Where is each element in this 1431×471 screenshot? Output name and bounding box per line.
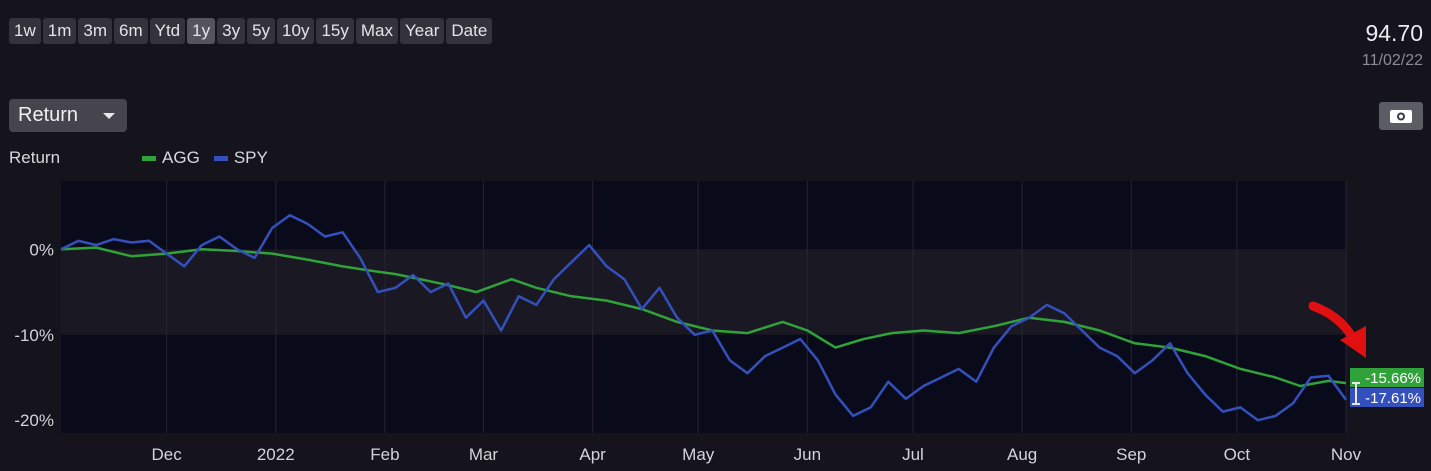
y-tick-label: -20% xyxy=(14,411,54,430)
range-button-15y[interactable]: 15y xyxy=(316,18,354,44)
x-tick-label: May xyxy=(682,445,715,464)
y-tick-label: 0% xyxy=(29,240,54,259)
x-tick-label: Mar xyxy=(469,445,499,464)
legend-swatch-agg xyxy=(142,155,157,161)
x-tick-label: 2022 xyxy=(257,445,295,464)
x-tick-label: Sep xyxy=(1116,445,1146,464)
range-button-1w[interactable]: 1w xyxy=(9,18,41,44)
last-value-badge-spy xyxy=(1350,388,1424,407)
metric-dropdown-label: Return xyxy=(18,104,79,126)
x-tick-label: Jun xyxy=(794,445,821,464)
camera-icon xyxy=(1390,110,1412,123)
y-axis-title: Return xyxy=(9,148,61,167)
x-tick-label: Dec xyxy=(151,445,182,464)
x-tick-label: Apr xyxy=(579,445,606,464)
range-button-1y[interactable]: 1y xyxy=(187,18,216,44)
legend-label-spy: SPY xyxy=(233,148,268,167)
last-value-label-spy: -17.61% xyxy=(1365,390,1421,407)
range-button-6m[interactable]: 6m xyxy=(113,18,148,44)
x-tick-label: Oct xyxy=(1224,445,1251,464)
legend-item-spy: SPY xyxy=(213,148,268,168)
x-tick-label: Feb xyxy=(370,445,399,464)
y-tick-label: -10% xyxy=(14,326,54,345)
plot-band-top xyxy=(61,181,1346,250)
range-button-year[interactable]: Year xyxy=(400,18,445,44)
range-button-ytd[interactable]: Ytd xyxy=(149,18,186,44)
range-button-1m[interactable]: 1m xyxy=(42,18,77,44)
range-button-3y[interactable]: 3y xyxy=(217,18,246,44)
x-tick-label: Aug xyxy=(1007,445,1037,464)
range-button-3m[interactable]: 3m xyxy=(78,18,112,44)
range-button-max[interactable]: Max xyxy=(355,18,399,44)
legend-label-agg: AGG xyxy=(162,148,200,167)
x-tick-label: Nov xyxy=(1331,445,1362,464)
x-tick-label: Jul xyxy=(902,445,924,464)
range-selector: 1w 1m 3m 6m Ytd 1y 3y 5y 10y 15y Max Year Date xyxy=(9,18,493,44)
range-button-date[interactable]: Date xyxy=(446,18,493,44)
camera-button[interactable] xyxy=(1379,102,1423,130)
text-cursor-icon xyxy=(1352,382,1360,405)
metric-dropdown[interactable]: Return xyxy=(9,99,127,132)
last-value-label-agg: -15.66% xyxy=(1365,370,1421,387)
range-button-5y[interactable]: 5y xyxy=(247,18,276,44)
legend-swatch-spy xyxy=(213,155,228,161)
plot-band-middle xyxy=(61,249,1346,335)
plot-band-bottom xyxy=(61,334,1346,433)
last-value-badge-agg xyxy=(1350,368,1424,387)
chart-legend: Return AGG SPY xyxy=(9,148,282,168)
series-line-spy xyxy=(60,213,1348,422)
annotation-arrowhead-icon xyxy=(1340,326,1366,358)
range-button-10y[interactable]: 10y xyxy=(277,18,315,44)
price-value: 94.70 xyxy=(1365,20,1423,46)
legend-item-agg: AGG xyxy=(142,148,200,168)
chevron-down-icon xyxy=(103,112,115,119)
price-date: 11/02/22 xyxy=(1361,52,1423,69)
